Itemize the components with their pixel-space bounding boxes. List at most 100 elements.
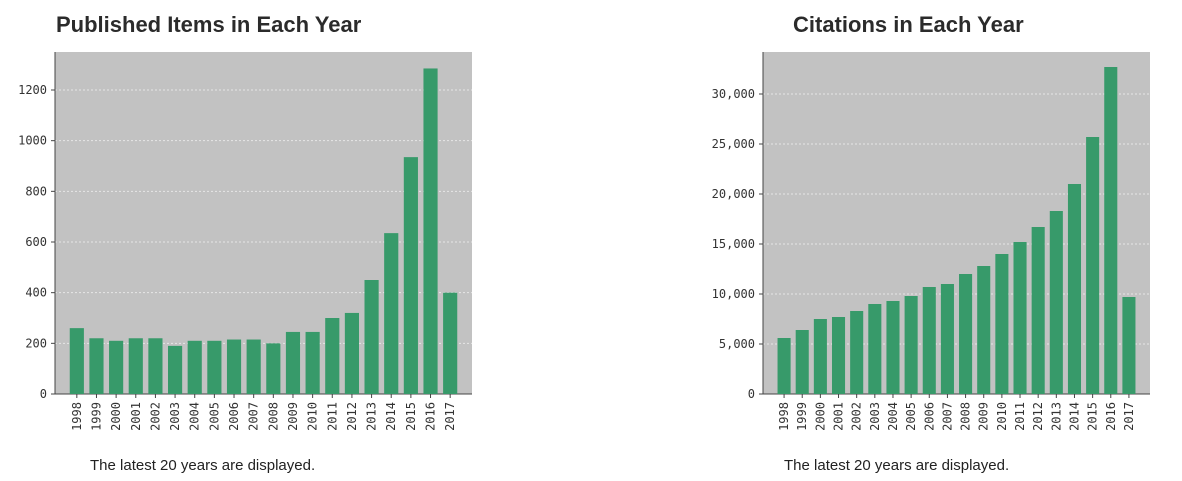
bar-2007	[246, 339, 261, 394]
y-tick-label: 30,000	[712, 87, 755, 101]
plot-area	[763, 52, 1150, 394]
bar-2004	[187, 340, 202, 394]
x-tick-label: 2014	[1067, 402, 1081, 431]
y-tick-label: 800	[25, 184, 47, 198]
x-tick-label: 2017	[443, 402, 457, 431]
y-tick-label: 200	[25, 336, 47, 350]
bar-2015	[403, 157, 418, 394]
citations-chart-panel: Citations in Each Year 0 5,000 10,000 15,00…	[620, 0, 1182, 481]
bar-2006	[922, 287, 936, 394]
x-tick-label: 2010	[995, 402, 1009, 431]
bar-2007	[940, 284, 954, 394]
bar-2016	[423, 68, 438, 394]
bar-1998	[777, 338, 791, 394]
x-tick-label: 2006	[922, 402, 936, 431]
bar-2014	[384, 233, 399, 394]
y-tick-label: 20,000	[712, 187, 755, 201]
bar-2008	[266, 343, 281, 394]
x-tick-label: 2003	[168, 402, 182, 431]
footnote: The latest 20 years are displayed.	[784, 457, 1010, 474]
x-tick-label: 2010	[306, 402, 320, 431]
bar-2006	[226, 339, 242, 394]
bar-2005	[207, 340, 222, 394]
x-tick-label: 2011	[1013, 402, 1027, 431]
bar-2015	[1086, 137, 1100, 394]
x-tick-label: 2000	[813, 402, 827, 431]
y-tick-label: 1000	[18, 134, 47, 148]
bar-2003	[868, 304, 882, 394]
y-tick-label: 0	[748, 387, 755, 401]
bar-2009	[977, 266, 991, 394]
x-tick-label: 2016	[424, 402, 438, 431]
x-tick-label: 2017	[1122, 402, 1136, 431]
chart-title: Citations in Each Year	[793, 12, 1024, 37]
bar-2005	[904, 296, 918, 394]
x-tick-label: 2008	[266, 402, 280, 431]
bar-2011	[1013, 242, 1027, 394]
x-tick-label: 2003	[868, 402, 882, 431]
x-tick-label: 2004	[188, 402, 202, 431]
y-tick-label: 5,000	[719, 337, 755, 351]
published-items-chart-panel: Published Items in Each Year 0 200 400 600 8…	[0, 0, 560, 481]
y-tick-label: 600	[25, 235, 47, 249]
x-tick-label: 1998	[70, 402, 84, 431]
bar-2012	[1031, 227, 1045, 394]
x-tick-label: 2013	[365, 402, 379, 431]
y-tick-label: 15,000	[712, 237, 755, 251]
footnote: The latest 20 years are displayed.	[90, 457, 316, 474]
x-tick-label: 2014	[384, 402, 398, 431]
x-tick-label: 2007	[247, 402, 261, 431]
x-tick-label: 2008	[959, 402, 973, 431]
x-tick-label: 2002	[850, 402, 864, 431]
bar-2003	[168, 345, 183, 394]
bar-2017	[1122, 297, 1136, 394]
x-tick-label: 2005	[904, 402, 918, 431]
y-tick-label: 1200	[18, 83, 47, 97]
x-tick-label: 2001	[129, 402, 143, 431]
bar-2001	[128, 338, 143, 394]
x-tick-label: 2002	[148, 402, 162, 431]
x-tick-label: 2012	[345, 402, 359, 431]
y-tick-label: 10,000	[712, 287, 755, 301]
x-tick-label: 2015	[404, 402, 418, 431]
y-tick-label: 25,000	[712, 137, 755, 151]
x-tick-label: 2007	[940, 402, 954, 431]
bar-2001	[831, 317, 846, 394]
bar-2016	[1104, 67, 1118, 394]
x-tick-label: 2004	[886, 402, 900, 431]
bar-1998	[69, 328, 84, 394]
bar-2000	[109, 340, 124, 394]
x-tick-label: 2009	[286, 402, 300, 431]
bar-2014	[1067, 184, 1082, 394]
bar-2010	[305, 331, 320, 394]
bar-2013	[364, 280, 379, 394]
bar-1999	[795, 330, 809, 394]
x-tick-label: 2000	[109, 402, 123, 431]
bar-2002	[850, 311, 864, 394]
bar-2017	[443, 292, 458, 394]
x-tick-label: 1999	[795, 402, 809, 431]
bar-2013	[1049, 211, 1063, 394]
x-tick-label: 2001	[832, 402, 846, 431]
bar-2009	[285, 331, 301, 394]
bar-2000	[813, 319, 827, 394]
bar-2008	[959, 274, 973, 394]
x-tick-label: 2015	[1086, 402, 1100, 431]
x-tick-label: 2013	[1049, 402, 1063, 431]
x-tick-label: 2006	[227, 402, 241, 431]
bar-2011	[325, 318, 340, 394]
bar-1999	[89, 338, 104, 394]
chart-title: Published Items in Each Year	[56, 12, 362, 37]
x-tick-label: 2005	[207, 402, 221, 431]
bar-2004	[886, 301, 900, 394]
y-tick-label: 0	[40, 387, 47, 401]
x-tick-label: 2011	[325, 402, 339, 431]
x-tick-label: 1998	[777, 402, 791, 431]
citations-chart: 0 5,000 10,000 15,000 20,000 25,000 30,000 1998…	[712, 52, 1150, 431]
y-tick-label: 400	[25, 286, 47, 300]
published-items-chart: 0 200 400 600 800 1000 1200 1998 1999 2000 2001 200…	[18, 52, 472, 431]
x-tick-label: 2012	[1031, 402, 1045, 431]
bar-2010	[995, 254, 1009, 394]
bar-2002	[148, 338, 163, 394]
x-tick-label: 1999	[89, 402, 103, 431]
